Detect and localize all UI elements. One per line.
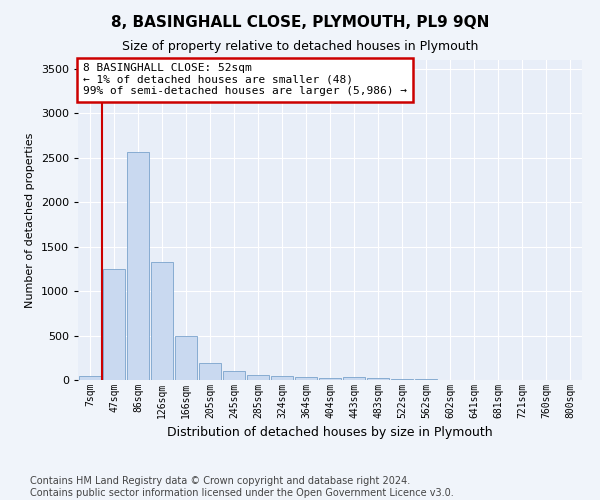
Text: Size of property relative to detached houses in Plymouth: Size of property relative to detached ho…	[122, 40, 478, 53]
Bar	[175, 336, 197, 380]
X-axis label: Distribution of detached houses by size in Plymouth: Distribution of detached houses by size …	[167, 426, 493, 440]
Bar	[343, 378, 365, 380]
Bar	[127, 152, 149, 380]
Bar	[247, 374, 269, 380]
Text: Contains HM Land Registry data © Crown copyright and database right 2024.
Contai: Contains HM Land Registry data © Crown c…	[30, 476, 454, 498]
Bar	[223, 371, 245, 380]
Bar	[367, 378, 389, 380]
Bar	[295, 378, 317, 380]
Bar	[151, 262, 173, 380]
Bar	[199, 362, 221, 380]
Text: 8 BASINGHALL CLOSE: 52sqm
← 1% of detached houses are smaller (48)
99% of semi-d: 8 BASINGHALL CLOSE: 52sqm ← 1% of detach…	[83, 63, 407, 96]
Bar	[79, 376, 101, 380]
Text: 8, BASINGHALL CLOSE, PLYMOUTH, PL9 9QN: 8, BASINGHALL CLOSE, PLYMOUTH, PL9 9QN	[111, 15, 489, 30]
Bar	[271, 376, 293, 380]
Bar	[103, 269, 125, 380]
Y-axis label: Number of detached properties: Number of detached properties	[25, 132, 35, 308]
Bar	[319, 378, 341, 380]
Bar	[391, 379, 413, 380]
